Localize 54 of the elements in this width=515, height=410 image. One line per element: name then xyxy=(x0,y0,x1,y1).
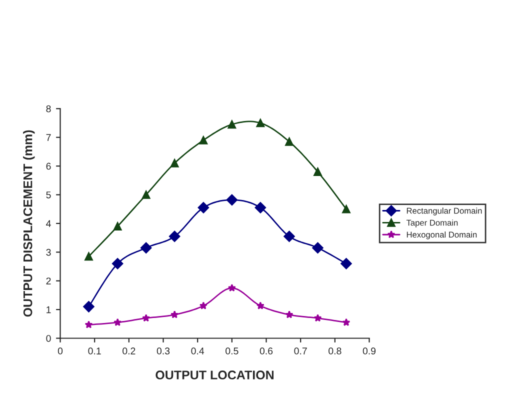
y-tick-label: 0 xyxy=(46,334,51,342)
y-tick-label: 7 xyxy=(46,134,51,141)
legend-label: Rectangular Domain xyxy=(406,208,482,216)
point xyxy=(285,137,294,146)
point xyxy=(114,318,122,326)
point xyxy=(83,301,94,312)
y-tick-label: 6 xyxy=(46,162,51,170)
point xyxy=(170,159,179,168)
point xyxy=(284,230,295,242)
x-tick-label: 0.6 xyxy=(260,348,273,354)
point xyxy=(84,252,93,261)
legend-label: Hexogonal Domain xyxy=(406,232,477,240)
point xyxy=(142,190,150,199)
y-axis-title: OUTPUT DISPLACEMENT (mm) xyxy=(23,130,35,317)
point xyxy=(226,194,238,206)
point xyxy=(142,314,150,322)
point xyxy=(168,230,180,242)
point xyxy=(228,284,236,292)
x-tick-label: 0.9 xyxy=(362,348,376,354)
y-tick-label: 3 xyxy=(46,248,51,256)
point xyxy=(198,202,210,214)
y-tick-label: 1 xyxy=(46,306,51,314)
x-tick-label: 0.7 xyxy=(294,348,307,354)
point xyxy=(140,242,152,254)
y-tick-label: 2 xyxy=(46,278,51,284)
point xyxy=(285,310,294,318)
y-tick-label: 4 xyxy=(46,220,51,227)
x-tick-label: 0.5 xyxy=(226,348,238,354)
point xyxy=(314,314,322,322)
point xyxy=(84,320,93,328)
point xyxy=(254,202,266,214)
point xyxy=(340,258,352,270)
point xyxy=(113,222,122,230)
point xyxy=(199,136,208,144)
point xyxy=(199,302,208,310)
point xyxy=(170,310,179,318)
x-tick-label: 0.8 xyxy=(328,348,342,354)
x-axis-title: OUTPUT LOCATION xyxy=(156,370,274,380)
point xyxy=(256,302,264,310)
x-tick-label: 0 xyxy=(58,348,63,354)
point xyxy=(256,118,265,128)
legend-label: Taper Domain xyxy=(406,220,458,228)
point xyxy=(112,258,124,270)
x-tick-label: 0.1 xyxy=(88,348,101,354)
x-tick-label: 0.3 xyxy=(156,348,170,354)
y-tick-label: 5 xyxy=(46,192,51,198)
point xyxy=(314,168,322,176)
point xyxy=(342,318,350,326)
point xyxy=(228,120,236,129)
x-tick-label: 0.2 xyxy=(122,348,136,354)
point xyxy=(312,242,324,254)
y-tick-label: 8 xyxy=(46,105,51,112)
point xyxy=(342,204,350,214)
x-tick-label: 0.4 xyxy=(191,348,204,354)
